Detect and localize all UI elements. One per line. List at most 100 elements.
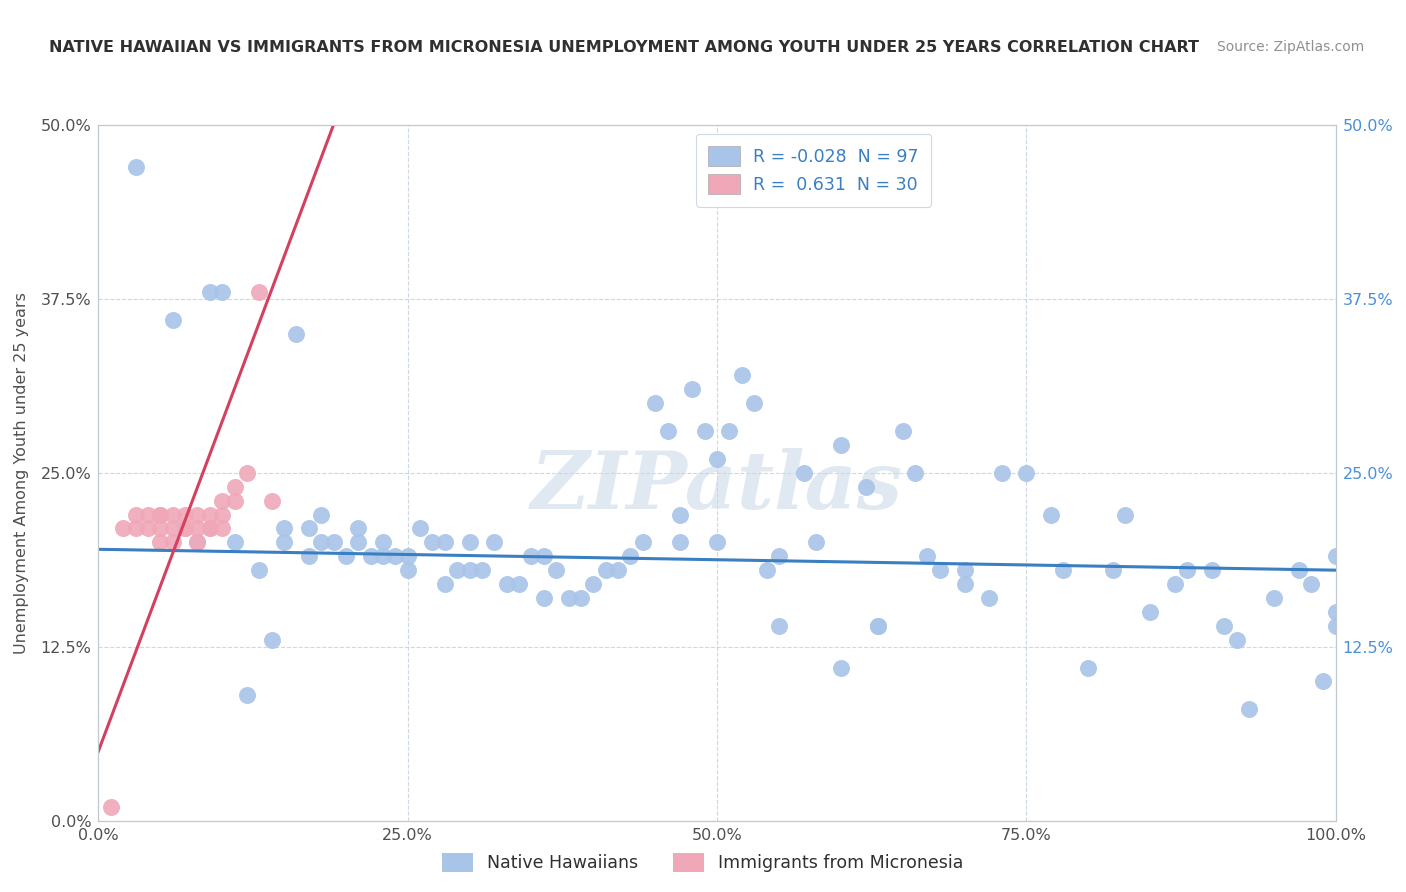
Point <box>174 521 197 535</box>
Point <box>1139 605 1161 619</box>
Point <box>718 424 741 438</box>
Point <box>866 619 889 633</box>
Point <box>557 591 579 605</box>
Point <box>1324 619 1347 633</box>
Point <box>495 577 517 591</box>
Point <box>569 591 592 605</box>
Point <box>669 535 692 549</box>
Point <box>396 549 419 564</box>
Point <box>260 632 283 647</box>
Point <box>198 521 221 535</box>
Point <box>136 508 159 522</box>
Point <box>174 508 197 522</box>
Point <box>866 619 889 633</box>
Point <box>669 508 692 522</box>
Point <box>644 396 666 410</box>
Point <box>298 521 321 535</box>
Legend: Native Hawaiians, Immigrants from Micronesia: Native Hawaiians, Immigrants from Micron… <box>436 846 970 879</box>
Point <box>422 535 444 549</box>
Point <box>1288 563 1310 577</box>
Point <box>607 563 630 577</box>
Point <box>174 521 197 535</box>
Point <box>1324 605 1347 619</box>
Point <box>1015 466 1038 480</box>
Point <box>693 424 716 438</box>
Point <box>236 689 259 703</box>
Point <box>186 508 208 522</box>
Point <box>347 535 370 549</box>
Point <box>1237 702 1260 716</box>
Point <box>100 799 122 814</box>
Point <box>546 563 568 577</box>
Point <box>508 577 530 591</box>
Point <box>458 563 481 577</box>
Text: NATIVE HAWAIIAN VS IMMIGRANTS FROM MICRONESIA UNEMPLOYMENT AMONG YOUTH UNDER 25 : NATIVE HAWAIIAN VS IMMIGRANTS FROM MICRO… <box>49 40 1199 55</box>
Point <box>1114 508 1136 522</box>
Text: Source: ZipAtlas.com: Source: ZipAtlas.com <box>1216 40 1364 54</box>
Point <box>533 591 555 605</box>
Point <box>198 285 221 299</box>
Point <box>520 549 543 564</box>
Point <box>458 535 481 549</box>
Point <box>273 521 295 535</box>
Point <box>112 521 135 535</box>
Legend: R = -0.028  N = 97, R =  0.631  N = 30: R = -0.028 N = 97, R = 0.631 N = 30 <box>696 134 931 207</box>
Point <box>371 549 394 564</box>
Point <box>1226 632 1249 647</box>
Point <box>706 451 728 466</box>
Point <box>471 563 494 577</box>
Point <box>953 577 976 591</box>
Point <box>309 535 332 549</box>
Point <box>260 493 283 508</box>
Point <box>904 466 927 480</box>
Point <box>211 493 233 508</box>
Point <box>533 549 555 564</box>
Point <box>298 549 321 564</box>
Point <box>371 535 394 549</box>
Point <box>1263 591 1285 605</box>
Point <box>1175 563 1198 577</box>
Point <box>149 535 172 549</box>
Point <box>917 549 939 564</box>
Point <box>1312 674 1334 689</box>
Y-axis label: Unemployment Among Youth under 25 years: Unemployment Among Youth under 25 years <box>14 292 30 654</box>
Point <box>136 521 159 535</box>
Point <box>768 549 790 564</box>
Point <box>681 382 703 396</box>
Point <box>855 480 877 494</box>
Point <box>1324 549 1347 564</box>
Point <box>347 521 370 535</box>
Point <box>149 508 172 522</box>
Point <box>124 508 146 522</box>
Point <box>582 577 605 591</box>
Point <box>224 480 246 494</box>
Point <box>384 549 406 564</box>
Point <box>149 521 172 535</box>
Point <box>1102 563 1125 577</box>
Point <box>224 493 246 508</box>
Point <box>162 535 184 549</box>
Point <box>409 521 432 535</box>
Point <box>162 312 184 326</box>
Point <box>124 160 146 174</box>
Point <box>631 535 654 549</box>
Text: ZIPatlas: ZIPatlas <box>531 448 903 525</box>
Point <box>979 591 1001 605</box>
Point <box>162 521 184 535</box>
Point <box>433 577 456 591</box>
Point <box>1299 577 1322 591</box>
Point <box>657 424 679 438</box>
Point <box>322 535 344 549</box>
Point <box>273 535 295 549</box>
Point <box>433 535 456 549</box>
Point <box>360 549 382 564</box>
Point <box>619 549 641 564</box>
Point <box>793 466 815 480</box>
Point <box>211 521 233 535</box>
Point <box>1201 563 1223 577</box>
Point <box>484 535 506 549</box>
Point <box>830 438 852 452</box>
Point <box>198 521 221 535</box>
Point <box>446 563 468 577</box>
Point <box>211 508 233 522</box>
